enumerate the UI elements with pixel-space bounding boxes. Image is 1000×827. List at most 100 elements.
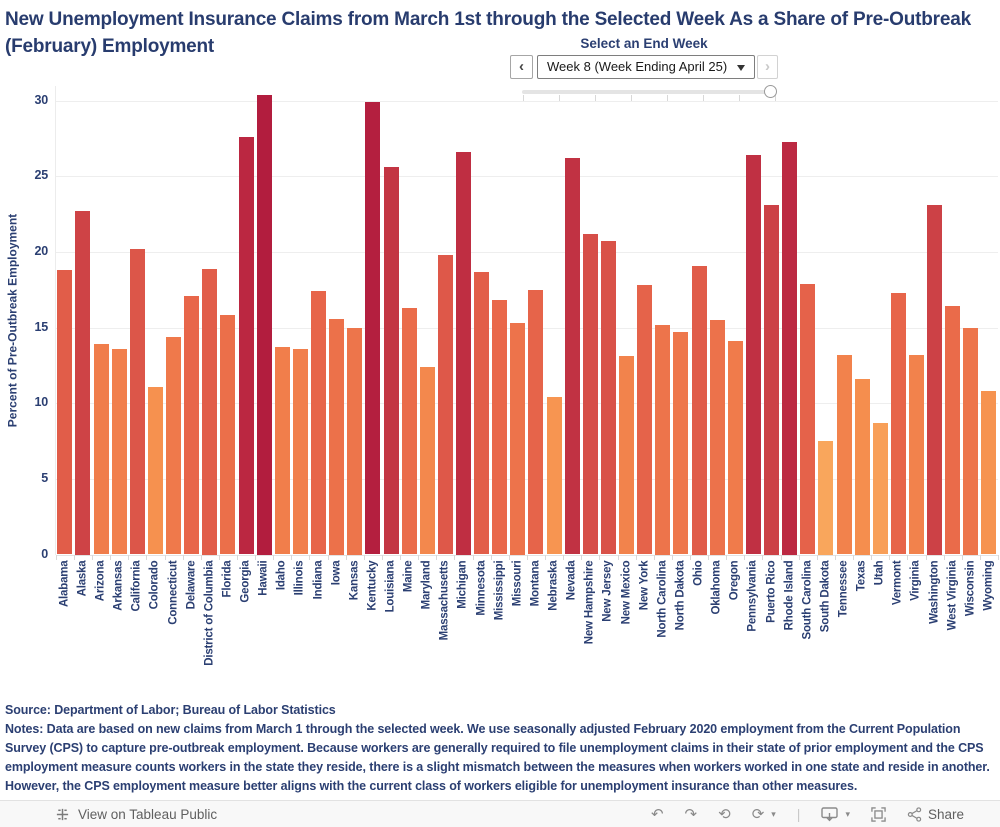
bar-virginia[interactable] bbox=[908, 354, 924, 555]
bar-south-dakota[interactable] bbox=[818, 441, 834, 555]
bar-iowa[interactable] bbox=[329, 318, 345, 555]
fullscreen-icon[interactable] bbox=[871, 806, 886, 822]
bar-ohio[interactable] bbox=[691, 265, 707, 555]
revert-icon[interactable]: ⟲ bbox=[718, 805, 731, 823]
gridline-y-25 bbox=[56, 176, 998, 178]
week-slider-handle[interactable] bbox=[764, 85, 777, 98]
x-axis-tick bbox=[816, 555, 818, 560]
x-axis-label-north-carolina: North Carolina bbox=[656, 560, 669, 638]
bar-montana[interactable] bbox=[528, 289, 544, 555]
x-axis-tick bbox=[780, 555, 782, 560]
bar-new-mexico[interactable] bbox=[619, 356, 634, 555]
bar-kansas[interactable] bbox=[347, 327, 363, 555]
bar-oklahoma[interactable] bbox=[709, 320, 725, 555]
bar-oregon[interactable] bbox=[727, 341, 743, 555]
download-icon[interactable] bbox=[821, 806, 839, 822]
x-axis-label-district-of-columbia: District of Columbia bbox=[203, 560, 216, 666]
bar-illinois[interactable] bbox=[292, 348, 308, 555]
slider-tick bbox=[703, 95, 704, 102]
bar-alaska[interactable] bbox=[75, 211, 91, 555]
bar-colorado[interactable] bbox=[147, 386, 163, 555]
x-axis-label-new-jersey: New Jersey bbox=[601, 560, 614, 622]
bar-pennsylvania[interactable] bbox=[745, 155, 761, 555]
gridline-y-5 bbox=[56, 478, 998, 480]
x-axis-tick bbox=[689, 555, 691, 560]
bar-texas[interactable] bbox=[854, 379, 870, 555]
bar-kentucky[interactable] bbox=[365, 102, 381, 555]
bar-new-hampshire[interactable] bbox=[582, 233, 598, 555]
bar-west-virginia[interactable] bbox=[945, 306, 961, 555]
x-axis-label-utah: Utah bbox=[873, 560, 886, 585]
x-axis-tick bbox=[708, 555, 710, 560]
bar-nevada[interactable] bbox=[564, 158, 580, 555]
bar-massachusetts[interactable] bbox=[437, 254, 453, 555]
bar-idaho[interactable] bbox=[274, 347, 290, 555]
tableau-toolbar: View on Tableau Public ↶ ↷ ⟲ ⟳ ▾ | ▾ bbox=[0, 800, 1000, 827]
redo-icon[interactable]: ↷ bbox=[684, 805, 698, 823]
bar-minnesota[interactable] bbox=[474, 271, 490, 555]
download-menu-caret-icon[interactable]: ▾ bbox=[845, 808, 850, 819]
x-axis-label-illinois: Illinois bbox=[293, 560, 306, 595]
x-axis-tick bbox=[617, 555, 619, 560]
x-axis-label-maryland: Maryland bbox=[420, 560, 433, 609]
bar-connecticut[interactable] bbox=[166, 336, 181, 555]
view-on-tableau-public-link[interactable]: View on Tableau Public bbox=[55, 807, 217, 822]
chevron-down-icon bbox=[737, 65, 745, 71]
x-axis-tick bbox=[218, 555, 220, 560]
bar-wyoming[interactable] bbox=[981, 391, 997, 555]
share-button[interactable]: Share bbox=[907, 807, 964, 822]
bar-nebraska[interactable] bbox=[546, 397, 562, 555]
next-week-button-disabled[interactable]: › bbox=[757, 55, 778, 79]
bar-tennessee[interactable] bbox=[836, 354, 852, 555]
x-axis-tick bbox=[454, 555, 456, 560]
bar-new-jersey[interactable] bbox=[600, 241, 616, 555]
x-axis-tick bbox=[200, 555, 202, 560]
gridline-y-10 bbox=[56, 403, 998, 405]
bar-georgia[interactable] bbox=[238, 136, 254, 555]
bar-maryland[interactable] bbox=[419, 366, 435, 555]
bar-north-dakota[interactable] bbox=[673, 332, 689, 555]
undo-icon[interactable]: ↶ bbox=[650, 805, 664, 823]
x-axis-tick bbox=[853, 555, 854, 560]
bar-rhode-island[interactable] bbox=[782, 141, 798, 555]
bar-florida[interactable] bbox=[220, 315, 236, 555]
x-axis-label-oregon: Oregon bbox=[728, 560, 741, 600]
bar-michigan[interactable] bbox=[455, 152, 471, 555]
refresh-menu-caret-icon[interactable]: ▾ bbox=[771, 808, 776, 819]
bar-indiana[interactable] bbox=[311, 291, 326, 555]
bar-arizona[interactable] bbox=[93, 344, 109, 555]
y-tick-label-10: 10 bbox=[34, 395, 48, 410]
x-axis-label-new-york: New York bbox=[638, 560, 651, 610]
slider-tick bbox=[595, 95, 596, 102]
view-on-tableau-public-label: View on Tableau Public bbox=[78, 806, 218, 822]
bar-mississippi[interactable] bbox=[492, 300, 508, 555]
bar-puerto-rico[interactable] bbox=[764, 205, 779, 555]
bar-california[interactable] bbox=[129, 248, 145, 555]
end-week-selected-value: Week 8 (Week Ending April 25) bbox=[547, 59, 728, 74]
y-tick-label-20: 20 bbox=[34, 243, 48, 258]
week-slider-track[interactable] bbox=[522, 90, 775, 94]
bar-vermont[interactable] bbox=[890, 292, 906, 555]
x-axis-tick bbox=[164, 555, 166, 560]
bar-new-york[interactable] bbox=[637, 285, 653, 555]
x-axis-tick bbox=[236, 555, 238, 560]
slider-tick bbox=[523, 95, 524, 102]
bar-missouri[interactable] bbox=[510, 323, 526, 555]
previous-week-button[interactable]: ‹ bbox=[510, 55, 533, 79]
bar-louisiana[interactable] bbox=[383, 167, 399, 555]
x-axis-label-alaska: Alaska bbox=[76, 560, 89, 596]
bar-hawaii[interactable] bbox=[256, 94, 272, 555]
end-week-dropdown[interactable]: Week 8 (Week Ending April 25) bbox=[537, 55, 755, 79]
bar-maine[interactable] bbox=[401, 307, 417, 555]
bar-district-of-columbia[interactable] bbox=[202, 268, 218, 555]
bar-delaware[interactable] bbox=[184, 295, 200, 555]
refresh-icon[interactable]: ⟳ bbox=[751, 805, 765, 823]
bar-arkansas[interactable] bbox=[111, 348, 127, 555]
bar-alabama[interactable] bbox=[57, 270, 73, 555]
bar-washington[interactable] bbox=[927, 205, 943, 555]
bar-wisconsin[interactable] bbox=[963, 327, 979, 555]
bar-north-carolina[interactable] bbox=[655, 324, 671, 555]
bar-utah[interactable] bbox=[872, 422, 888, 555]
x-axis-tick bbox=[563, 555, 565, 560]
bar-south-carolina[interactable] bbox=[800, 283, 816, 555]
